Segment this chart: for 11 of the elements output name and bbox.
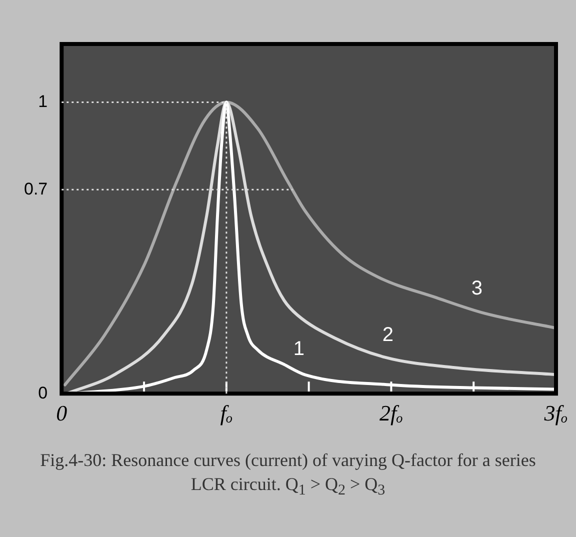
- series-label: 3: [471, 277, 482, 300]
- y-tick-label: 0: [38, 383, 48, 402]
- text: Fig.4-30: Resonance curves (current) of varying Q-factor for a series LCR circuit. Q$_{1}$ > Q$_{2}$ > Q$_{3}$: [39, 449, 537, 501]
- y-tick-label: 0.7: [24, 179, 48, 198]
- series-label: 2: [382, 324, 394, 346]
- x-tick-label: 3fₒ: [543, 400, 568, 426]
- series-label: 1: [293, 338, 304, 360]
- x-tick-label: fₒ: [220, 400, 233, 426]
- x-tick-label: 2fₒ: [380, 400, 403, 426]
- x-tick-label: 0: [56, 400, 68, 426]
- y-tick-label: 1: [38, 92, 48, 111]
